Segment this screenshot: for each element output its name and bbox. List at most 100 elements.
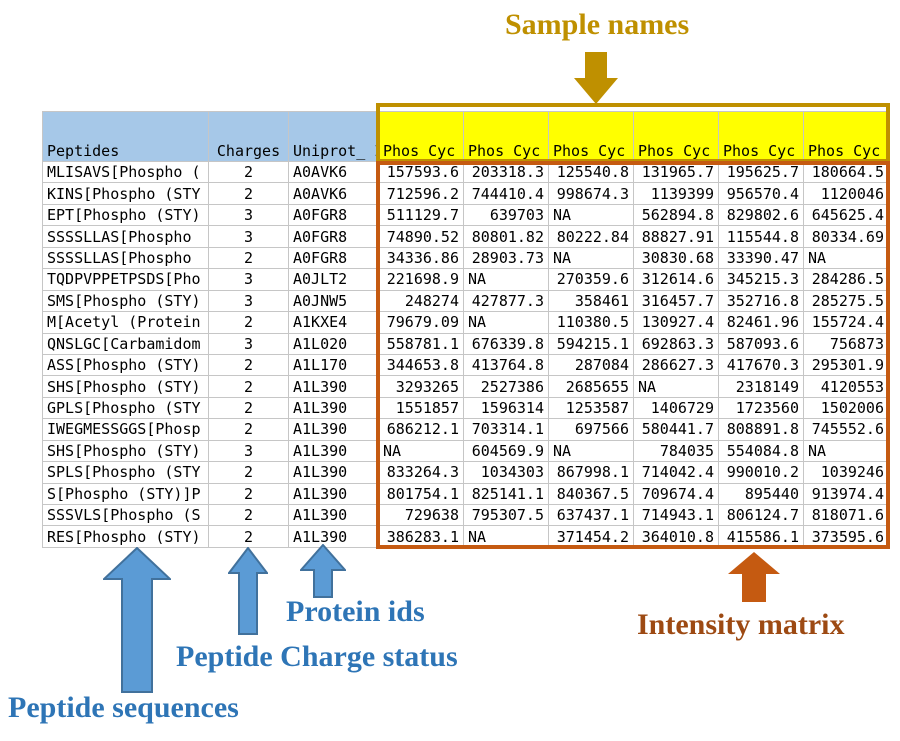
intensity-cell: 825141.1	[463, 482, 549, 506]
table-row: SSSSLLAS[Phospho 2 A0FGR8 34336.86 28903.73 N…	[42, 246, 889, 270]
intensity-cell: NA	[463, 311, 549, 334]
intensity-cell: 808891.8	[718, 418, 804, 441]
uniprot-cell: A1L390	[288, 418, 379, 441]
peptide-cell: RES[Phospho (STY)	[42, 525, 209, 548]
intensity-cell: 4120553	[803, 375, 889, 398]
table-body: MLISAVS[Phospho (2 A0AVK6 157593.6 203318.3…	[42, 160, 889, 548]
intensity-cell: 818071.6	[803, 503, 889, 527]
intensity-cell: 80801.82	[463, 225, 549, 248]
peptide-cell: SMS[Phospho (STY)	[42, 289, 209, 313]
uniprot-cell: A0FGR8	[288, 246, 379, 270]
intensity-cell: 28903.73	[463, 246, 549, 270]
table-row: SMS[Phospho (STY) 3 A0JNW5 248274 427877.3 35…	[42, 289, 889, 313]
table-row: SSSSLLAS[Phospho 3 A0FGR8 74890.52 80801.82 8…	[42, 225, 889, 248]
intensity-cell: 998674.3	[548, 182, 634, 205]
intensity-cell: 511129.7	[378, 203, 464, 227]
intensity-cell: 1406729	[633, 396, 719, 420]
intensity-cell: 1596314	[463, 396, 549, 420]
intensity-cell: NA	[548, 246, 634, 270]
intensity-cell: 1120046	[803, 182, 889, 205]
intensity-cell: 714042.4	[633, 461, 719, 484]
intensity-cell: 956570.4	[718, 182, 804, 205]
peptide-charge-arrow-icon	[228, 547, 268, 635]
sample-column-header: Phos_Cyc _2	[463, 111, 549, 162]
sample-column-header: Phos_Cyc _5	[718, 111, 804, 162]
table-row: SPLS[Phospho (STY 2 A1L390 833264.3 1034303 8…	[42, 461, 889, 484]
peptide-cell: TQDPVPPETPSDS[Pho	[42, 268, 209, 291]
charge-cell: 2	[208, 503, 289, 527]
peptide-cell: EPT[Phospho (STY)	[42, 203, 209, 227]
intensity-cell: 352716.8	[718, 289, 804, 313]
uniprot-cell: A0AVK6	[288, 182, 379, 205]
charge-cell: 3	[208, 203, 289, 227]
uniprot-cell: A0FGR8	[288, 203, 379, 227]
intensity-cell: 697566	[548, 418, 634, 441]
intensity-cell: 554084.8	[718, 439, 804, 463]
uniprot-cell: A1L390	[288, 396, 379, 420]
intensity-cell: 270359.6	[548, 268, 634, 291]
intensity-cell: 286627.3	[633, 353, 719, 377]
peptide-cell: ASS[Phospho (STY)	[42, 353, 209, 377]
charge-cell: 2	[208, 182, 289, 205]
intensity-cell: 692863.3	[633, 332, 719, 355]
table-row: EPT[Phospho (STY) 3 A0FGR8 511129.7 639703 NA…	[42, 203, 889, 227]
intensity-matrix-arrow-icon	[728, 552, 780, 602]
intensity-cell: 82461.96	[718, 311, 804, 334]
charge-cell: 2	[208, 375, 289, 398]
intensity-cell: NA	[803, 439, 889, 463]
intensity-cell: 686212.1	[378, 418, 464, 441]
intensity-cell: 30830.68	[633, 246, 719, 270]
intensity-cell: 386283.1	[378, 525, 464, 548]
intensity-cell: 80334.69	[803, 225, 889, 248]
intensity-cell: 1034303	[463, 461, 549, 484]
charge-cell: 3	[208, 225, 289, 248]
intensity-cell: 703314.1	[463, 418, 549, 441]
intensity-cell: 709674.4	[633, 482, 719, 506]
table-row: KINS[Phospho (STY 2 A0AVK6 712596.2 744410.4…	[42, 182, 889, 205]
intensity-cell: 373595.6	[803, 525, 889, 548]
peptide-cell: KINS[Phospho (STY	[42, 182, 209, 205]
peptide-cell: SPLS[Phospho (STY	[42, 461, 209, 484]
intensity-cell: NA	[378, 439, 464, 463]
peptide-cell: MLISAVS[Phospho (	[42, 160, 209, 184]
intensity-cell: 587093.6	[718, 332, 804, 355]
intensity-cell: 284286.5	[803, 268, 889, 291]
table-row: S[Phospho (STY)]P 2 A1L390 801754.1 825141.1…	[42, 482, 889, 506]
intensity-cell: 795307.5	[463, 503, 549, 527]
table-row: SHS[Phospho (STY) 2 A1L390 3293265 2527386 26…	[42, 375, 889, 398]
intensity-cell: 221698.9	[378, 268, 464, 291]
table-row: IWEGMESSGGS[Phosp 2 A1L390 686212.1 703314.1…	[42, 418, 889, 441]
intensity-cell: 639703	[463, 203, 549, 227]
intensity-cell: 312614.6	[633, 268, 719, 291]
intensity-cell: 580441.7	[633, 418, 719, 441]
table-row: MLISAVS[Phospho (2 A0AVK6 157593.6 203318.3…	[42, 160, 889, 184]
peptide-cell: SSSSLLAS[Phospho	[42, 225, 209, 248]
intensity-cell: 806124.7	[718, 503, 804, 527]
intensity-cell: NA	[633, 375, 719, 398]
intensity-cell: 840367.5	[548, 482, 634, 506]
intensity-cell: 2685655	[548, 375, 634, 398]
intensity-cell: 714943.1	[633, 503, 719, 527]
intensity-cell: 415586.1	[718, 525, 804, 548]
table-row: SSSVLS[Phospho (S 2 A1L390 729638 795307.5 63…	[42, 503, 889, 527]
intensity-cell: 285275.5	[803, 289, 889, 313]
intensity-cell: 345215.3	[718, 268, 804, 291]
intensity-cell: 1723560	[718, 396, 804, 420]
intensity-cell: 34336.86	[378, 246, 464, 270]
uniprot-cell: A1L390	[288, 439, 379, 463]
intensity-cell: 115544.8	[718, 225, 804, 248]
intensity-matrix-label: Intensity matrix	[637, 608, 845, 641]
intensity-cell: 1039246	[803, 461, 889, 484]
intensity-cell: 316457.7	[633, 289, 719, 313]
intensity-cell: 712596.2	[378, 182, 464, 205]
intensity-cell: 295301.9	[803, 353, 889, 377]
peptide-cell: S[Phospho (STY)]P	[42, 482, 209, 506]
charge-cell: 2	[208, 246, 289, 270]
intensity-cell: 371454.2	[548, 525, 634, 548]
peptide-cell: SHS[Phospho (STY)	[42, 439, 209, 463]
charge-cell: 3	[208, 268, 289, 291]
intensity-cell: 729638	[378, 503, 464, 527]
peptide-cell: GPLS[Phospho (STY	[42, 396, 209, 420]
